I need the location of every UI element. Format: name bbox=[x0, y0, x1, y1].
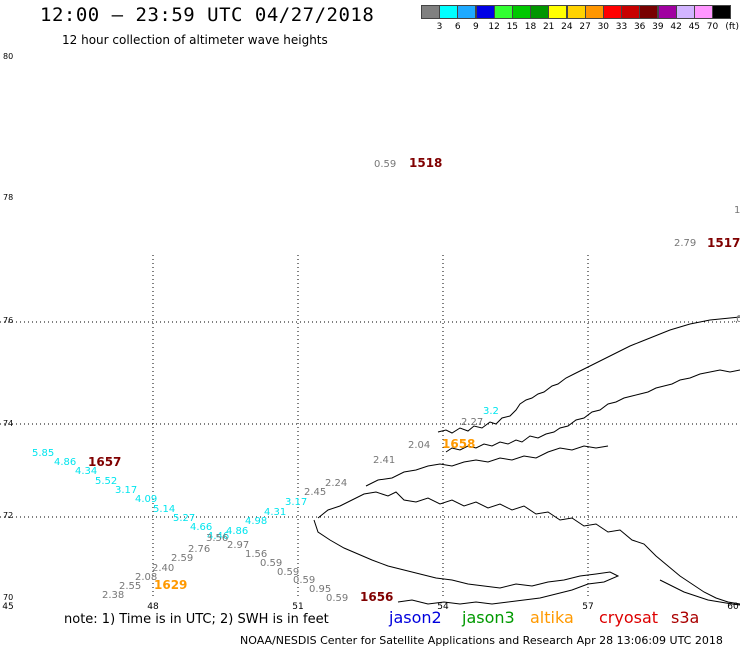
east-coast bbox=[659, 579, 740, 606]
scale-label: 30 bbox=[597, 22, 610, 32]
edge-label: 1 bbox=[734, 205, 740, 216]
novaya-zemlya-north-coast bbox=[437, 316, 740, 434]
novaya-zemlya-south-coast bbox=[445, 369, 740, 453]
chart-title: 12:00 — 23:59 UTC 04/27/2018 bbox=[40, 4, 375, 26]
swh-value: 5.52 bbox=[95, 476, 117, 487]
scale-label: 3 bbox=[436, 22, 443, 32]
scale-unit: (ft) bbox=[725, 22, 739, 32]
scale-swatch bbox=[712, 5, 732, 19]
vaygach-island-coast bbox=[365, 445, 609, 487]
swh-value: 4.98 bbox=[245, 516, 267, 527]
swh-value: 2.59 bbox=[171, 553, 193, 564]
lon-tick-label: 51 bbox=[292, 602, 303, 612]
scale-label: 36 bbox=[633, 22, 646, 32]
pass-time: 1657 bbox=[88, 455, 121, 469]
swh-value: 2.38 bbox=[102, 590, 124, 601]
scale-label: 39 bbox=[652, 22, 664, 32]
mission-label: cryosat bbox=[599, 608, 659, 627]
swh-value: 3.17 bbox=[115, 485, 137, 496]
footer-note: note: 1) Time is in UTC; 2) SWH is in fe… bbox=[64, 612, 329, 627]
lon-tick-label: 45 bbox=[2, 602, 13, 612]
scale-label: 6 bbox=[454, 22, 461, 32]
scale-label: 27 bbox=[579, 22, 591, 32]
swh-value: 2.97 bbox=[227, 540, 249, 551]
lon-tick-label: 57 bbox=[582, 602, 593, 612]
scale-label: 24 bbox=[561, 22, 573, 32]
lat-tick-label: 70 bbox=[3, 593, 13, 602]
swh-value: 2.45 bbox=[304, 487, 326, 498]
scale-label: 21 bbox=[542, 22, 555, 32]
swh-value: 3.56 bbox=[206, 533, 228, 544]
swh-value: 2.40 bbox=[152, 563, 174, 574]
mission-label: jason2 bbox=[389, 608, 442, 627]
pass-time: 1656 bbox=[360, 590, 393, 604]
swh-value: 4.31 bbox=[264, 507, 286, 518]
mission-label: s3a bbox=[671, 608, 700, 627]
scale-label: 18 bbox=[524, 22, 537, 32]
swh-value: 0.59 bbox=[293, 575, 315, 586]
scale-label: 42 bbox=[670, 22, 682, 32]
lon-tick-label: 60 bbox=[727, 602, 739, 612]
swh-value: 2.41 bbox=[373, 455, 395, 466]
swh-value: 3.17 bbox=[285, 497, 307, 508]
mission-label: jason3 bbox=[462, 608, 515, 627]
chart-subtitle: 12 hour collection of altimeter wave hei… bbox=[62, 33, 328, 47]
swh-value: 1.56 bbox=[245, 549, 267, 560]
scale-label: 9 bbox=[473, 22, 479, 32]
lat-tick-label: 80 bbox=[3, 52, 13, 61]
swh-value: 4.34 bbox=[75, 466, 97, 477]
swh-value: 0.95 bbox=[309, 584, 331, 595]
lon-tick-label: 48 bbox=[147, 602, 159, 612]
swh-value: 2.08 bbox=[135, 572, 157, 583]
swh-value: 0.59 bbox=[326, 593, 348, 604]
lat-tick-label: 72 bbox=[3, 511, 13, 520]
swh-value: 2.04 bbox=[408, 440, 430, 451]
swh-value: 5.14 bbox=[153, 504, 175, 515]
map-grid: 45 48 51 54 57 60 70 72 74 76 78 80 bbox=[0, 52, 740, 612]
pass-time: 1629 bbox=[154, 578, 187, 592]
swh-value: 0.59 bbox=[260, 558, 282, 569]
swh-value: 2.79 bbox=[674, 238, 696, 249]
pass-time: 1517 bbox=[707, 236, 740, 250]
swh-value: 5.27 bbox=[173, 513, 195, 524]
coastline bbox=[313, 316, 740, 606]
pass-time: 1658 bbox=[442, 437, 475, 451]
swh-value: 4.66 bbox=[190, 522, 212, 533]
edge-label: .0 bbox=[733, 314, 740, 325]
swh-value: 4.86 bbox=[226, 526, 248, 537]
scale-label: 15 bbox=[506, 22, 519, 32]
mainland-coast bbox=[313, 519, 620, 605]
pass-time: 1518 bbox=[409, 156, 442, 170]
swh-value: 2.24 bbox=[325, 478, 347, 489]
swh-value: 0.59 bbox=[277, 567, 299, 578]
footer-credit: NOAA/NESDIS Center for Satellite Applica… bbox=[240, 634, 723, 647]
scale-label: 45 bbox=[688, 22, 701, 32]
swh-value: 4.46 bbox=[207, 531, 229, 542]
swh-value: 2.27 bbox=[461, 417, 483, 428]
swh-value: 4.86 bbox=[54, 457, 76, 468]
lon-tick-label: 54 bbox=[437, 602, 449, 612]
scale-label: 33 bbox=[615, 22, 628, 32]
mission-label: altika bbox=[530, 608, 574, 627]
swh-value: 0.59 bbox=[374, 159, 396, 170]
track-labels: 0.592.792.273.22.042.412.242.453.174.314… bbox=[32, 156, 740, 604]
swh-value: 2.55 bbox=[119, 581, 141, 592]
scale-label: 12 bbox=[488, 22, 500, 32]
swh-value: 5.85 bbox=[32, 448, 54, 459]
lat-tick-label: 74 bbox=[3, 419, 13, 428]
lat-tick-label: 78 bbox=[3, 193, 13, 202]
lat-tick-label: 76 bbox=[3, 316, 13, 325]
swh-value: 2.76 bbox=[188, 544, 210, 555]
swh-value: 4.09 bbox=[135, 494, 157, 505]
swh-value: 3.2 bbox=[483, 406, 499, 417]
scale-label: 70 bbox=[706, 22, 719, 32]
yugorsky-peninsula-coast bbox=[317, 491, 740, 605]
